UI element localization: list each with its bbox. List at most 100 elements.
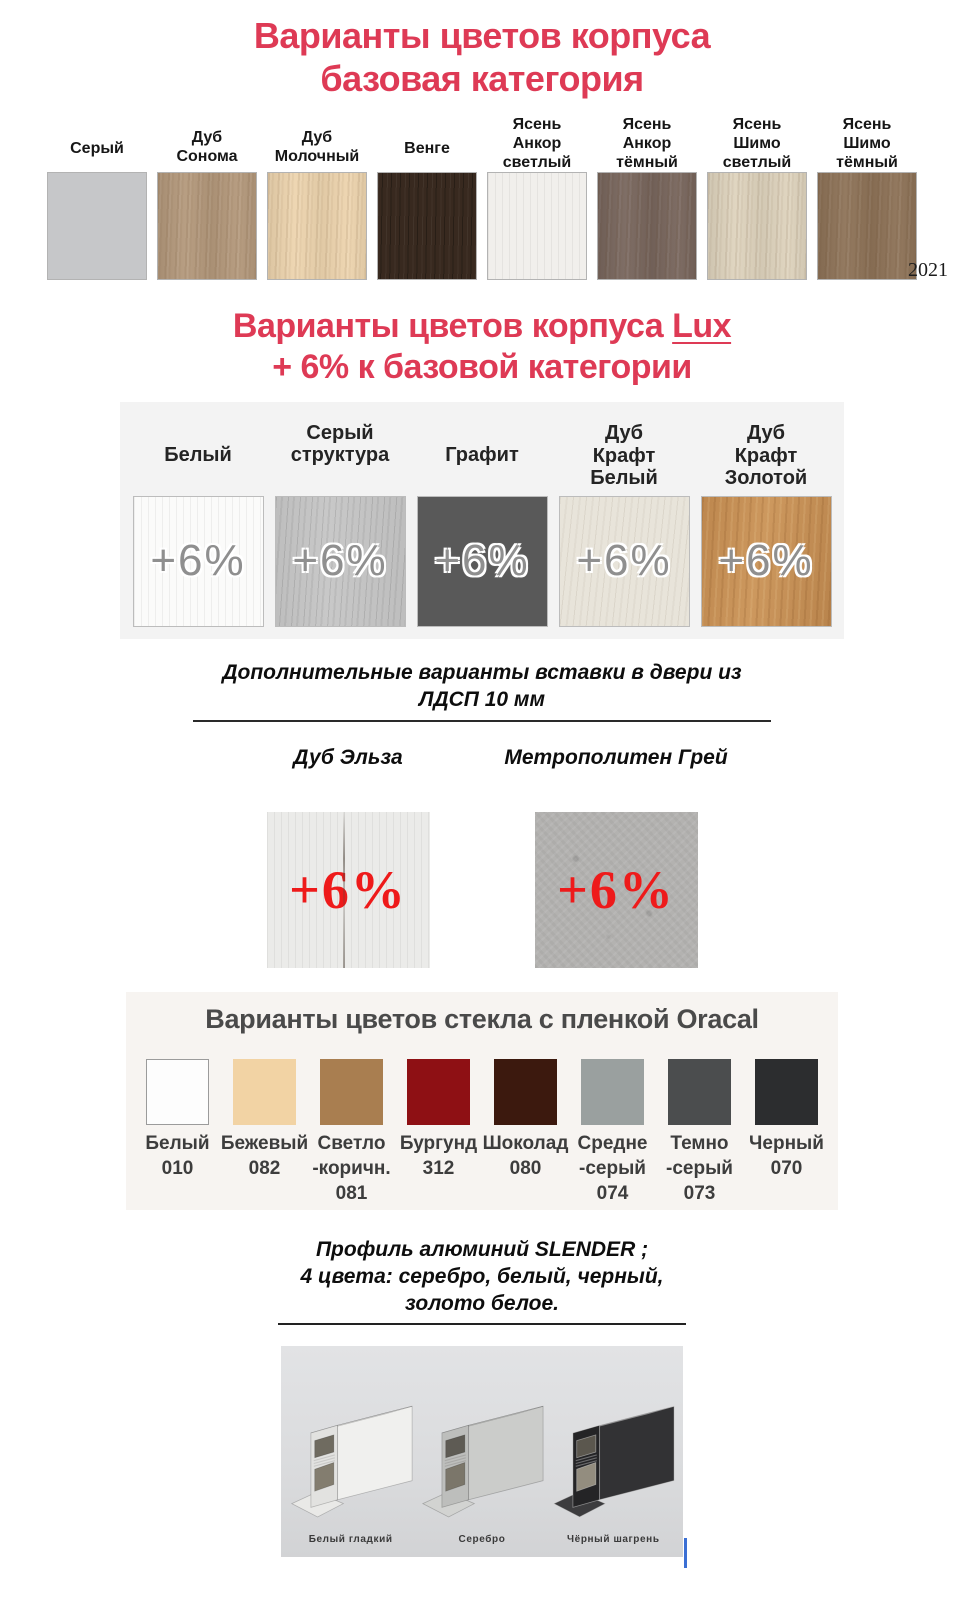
plus6-badge: +6% bbox=[292, 536, 388, 586]
swatch-label: Ясень Анкор светлый bbox=[502, 116, 572, 171]
aluminum-profile-illustration bbox=[553, 1405, 675, 1518]
ldsp-column-oak-elza: Дуб Эльза +6% bbox=[266, 745, 430, 968]
swatch-label: Темно -серый 073 bbox=[666, 1132, 733, 1204]
oracal-column-white-010: Белый 010 bbox=[134, 1058, 221, 1206]
swatch-label: Ясень Анкор тёмный bbox=[616, 116, 678, 171]
swatch-label: Бургунд 312 bbox=[399, 1132, 478, 1179]
swatch-oak-elza: +6% bbox=[266, 811, 430, 968]
profile-silver: Серебро bbox=[419, 1378, 545, 1557]
aluminum-profile-illustration bbox=[421, 1405, 544, 1518]
swatch-burgundy-312 bbox=[407, 1058, 470, 1125]
plus6-badge: +6% bbox=[718, 536, 814, 586]
oracal-column-chocolate-080: Шоколад 080 bbox=[482, 1058, 569, 1206]
lux-column-craft-gold: Дуб Крафт Золотой +6% bbox=[700, 416, 832, 627]
base-column-wenge: Венге bbox=[377, 116, 477, 281]
section-ldsp-inserts: Дополнительные варианты вставки в двери … bbox=[0, 659, 964, 968]
swatch-label: Метрополитен Грей bbox=[504, 745, 728, 769]
swatch-label: Серый bbox=[70, 139, 124, 157]
swatch-label: Дуб Эльза bbox=[293, 745, 403, 769]
ldsp-heading: Дополнительные варианты вставки в двери … bbox=[222, 660, 742, 712]
swatch-mid-gray-074 bbox=[581, 1058, 644, 1125]
swatch-oak-sonoma bbox=[157, 172, 257, 281]
lux-title-lux: Lux bbox=[672, 307, 732, 346]
base-column-ash-shimo-dark: Ясень Шимо тёмный bbox=[817, 116, 917, 281]
oracal-column-mid-gray-074: Средне -серый 074 bbox=[569, 1058, 656, 1206]
swatch-label: Белый bbox=[164, 444, 232, 467]
base-column-gray: Серый bbox=[47, 116, 147, 281]
oracal-title: Варианты цветов стекла с пленкой Oracal bbox=[205, 1003, 759, 1034]
lux-title-prefix: Варианты цветов корпуса bbox=[232, 307, 673, 346]
swatch-black-070 bbox=[755, 1058, 818, 1125]
lux-column-white: Белый +6% bbox=[132, 416, 264, 627]
section-base-colors: Варианты цветов корпуса базовая категори… bbox=[0, 14, 964, 281]
profile-label: Чёрный шагрень bbox=[567, 1533, 660, 1545]
swatch-craft-white: +6% bbox=[558, 495, 690, 627]
divider-line bbox=[278, 1322, 686, 1325]
swatch-white: +6% bbox=[132, 495, 264, 627]
text-cursor-mark bbox=[684, 1538, 687, 1568]
oracal-swatch-row: Белый 010 Бежевый 082 Светло -коричн. 08… bbox=[134, 1058, 830, 1206]
swatch-label: Светло -коричн. 081 bbox=[312, 1132, 391, 1204]
ldsp-column-metropolitan-grey: Метрополитен Грей +6% bbox=[504, 746, 728, 968]
swatch-label: Шоколад 080 bbox=[482, 1132, 569, 1179]
oracal-column-beige-082: Бежевый 082 bbox=[220, 1058, 309, 1206]
base-title: Варианты цветов корпуса базовая категори… bbox=[253, 15, 711, 100]
lux-title: Варианты цветов корпуса Lux + 6% к базов… bbox=[0, 306, 964, 388]
swatch-gray bbox=[47, 172, 147, 281]
slender-photo-panel: Белый гладкий Серебро bbox=[281, 1345, 683, 1557]
oracal-column-burgundy-312: Бургунд 312 bbox=[395, 1058, 482, 1206]
swatch-label: Дуб Молочный bbox=[274, 128, 360, 165]
swatch-label: Бежевый 082 bbox=[220, 1132, 309, 1179]
swatch-metropolitan-grey: +6% bbox=[534, 811, 698, 968]
lux-column-graphite: Графит +6% bbox=[416, 416, 548, 627]
oracal-column-dark-gray-073: Темно -серый 073 bbox=[656, 1058, 743, 1206]
swatch-beige-082 bbox=[233, 1058, 296, 1125]
swatch-label: Ясень Шимо тёмный bbox=[836, 116, 898, 171]
swatch-label: Дуб Крафт Золотой bbox=[724, 422, 808, 490]
slender-heading: Профиль алюминий SLENDER ; 4 цвета: сере… bbox=[300, 1237, 664, 1316]
swatch-light-brown-081 bbox=[320, 1058, 383, 1125]
swatch-label: Ясень Шимо светлый bbox=[722, 116, 792, 171]
swatch-chocolate-080 bbox=[494, 1058, 557, 1125]
ldsp-swatch-row: Дуб Эльза +6% Метрополитен Грей +6% bbox=[0, 746, 964, 968]
swatch-label: Средне -серый 074 bbox=[577, 1132, 648, 1204]
lux-column-gray-structure: Серый структура +6% bbox=[274, 416, 406, 627]
swatch-oak-milk bbox=[267, 172, 367, 281]
swatch-white-010 bbox=[146, 1058, 209, 1125]
swatch-label: Серый структура bbox=[290, 421, 390, 467]
swatch-label: Графит bbox=[445, 444, 519, 467]
plus6-red-badge: +6% bbox=[557, 859, 675, 920]
lux-swatch-panel: Белый +6% Серый структура +6% Графит +6%… bbox=[120, 401, 844, 639]
swatch-ash-shimo-light bbox=[707, 172, 807, 281]
swatch-craft-gold: +6% bbox=[700, 495, 832, 627]
plus6-badge: +6% bbox=[150, 536, 246, 586]
section-oracal-colors: Варианты цветов стекла с пленкой Oracal … bbox=[0, 991, 964, 1210]
swatch-ash-ankor-light bbox=[487, 172, 587, 281]
swatch-label: Венге bbox=[404, 139, 450, 157]
profile-white-smooth: Белый гладкий bbox=[288, 1378, 414, 1557]
swatch-label: Черный 070 bbox=[749, 1132, 824, 1179]
base-swatch-row: Серый Дуб Сонома Дуб Молочный Венге Ясен… bbox=[46, 116, 948, 281]
base-column-oak-milk: Дуб Молочный bbox=[267, 116, 367, 281]
divider-line bbox=[193, 719, 771, 722]
plus6-badge: +6% bbox=[434, 536, 530, 586]
base-column-ash-shimo-light: Ясень Шимо светлый bbox=[707, 116, 807, 281]
swatch-gray-structure: +6% bbox=[274, 495, 406, 627]
section-lux-colors: Варианты цветов корпуса Lux + 6% к базов… bbox=[0, 306, 964, 639]
swatch-ash-shimo-dark bbox=[817, 172, 917, 281]
base-column-oak-sonoma: Дуб Сонома bbox=[157, 116, 257, 281]
swatch-label: Дуб Крафт Белый bbox=[590, 422, 658, 490]
plus6-badge: +6% bbox=[576, 536, 672, 586]
swatch-label: Белый 010 bbox=[145, 1132, 210, 1179]
section-slender-profile: Профиль алюминий SLENDER ; 4 цвета: сере… bbox=[0, 1236, 964, 1557]
base-column-ash-ankor-dark: Ясень Анкор тёмный bbox=[597, 116, 697, 281]
oracal-column-light-brown-081: Светло -коричн. 081 bbox=[308, 1058, 395, 1206]
oracal-column-black-070: Черный 070 bbox=[743, 1058, 830, 1206]
swatch-dark-gray-073 bbox=[668, 1058, 731, 1125]
base-column-ash-ankor-light: Ясень Анкор светлый bbox=[487, 116, 587, 281]
oracal-panel: Варианты цветов стекла с пленкой Oracal … bbox=[126, 991, 838, 1210]
profile-black-texture: Чёрный шагрень bbox=[550, 1378, 676, 1557]
swatch-label: Дуб Сонома bbox=[176, 128, 238, 165]
aluminum-profile-illustration bbox=[290, 1405, 413, 1518]
swatch-wenge bbox=[377, 172, 477, 281]
